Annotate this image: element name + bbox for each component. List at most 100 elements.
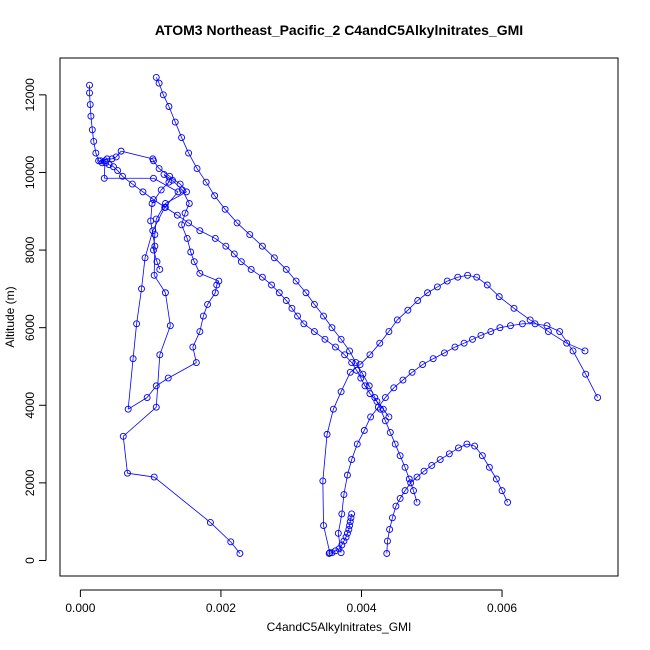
data-point (230, 250, 238, 258)
series-segment (363, 416, 371, 431)
series-segment (271, 284, 280, 294)
data-point (385, 413, 393, 421)
series-segment (349, 364, 361, 373)
data-point (504, 498, 512, 506)
data-point (159, 91, 167, 99)
data-point (343, 529, 351, 537)
data-point (236, 550, 244, 557)
series-segment (402, 371, 413, 381)
series-segment (389, 432, 396, 445)
series-segment (529, 319, 549, 332)
series-segment (314, 304, 324, 317)
data-point (119, 432, 127, 440)
series (319, 271, 589, 557)
data-point (206, 519, 214, 526)
data-point (92, 149, 100, 157)
series-segment (158, 168, 170, 177)
data-point (455, 444, 462, 452)
data-point (199, 312, 207, 320)
data-point (357, 374, 365, 382)
data-point (381, 417, 389, 425)
y-tick-label: 4000 (23, 392, 37, 419)
series-segment (127, 397, 148, 410)
series-segment (241, 261, 252, 270)
series-segment (585, 374, 598, 398)
data-point (221, 205, 229, 213)
data-point (413, 473, 421, 481)
y-axis-label: Altitude (m) (3, 286, 17, 347)
series-segment (274, 257, 287, 270)
data-point (149, 227, 157, 235)
series-segment (404, 467, 410, 480)
data-point (531, 320, 539, 328)
data-point (440, 349, 448, 357)
series-segment (369, 342, 381, 356)
series-segment (439, 453, 450, 460)
series-segment (210, 522, 232, 543)
data-point (117, 147, 125, 155)
data-point (310, 300, 318, 308)
series-segment (379, 331, 390, 344)
series-segment (146, 385, 157, 398)
data-point (128, 180, 136, 188)
data-point (356, 361, 364, 368)
series-segment (162, 94, 170, 107)
data-point (332, 343, 339, 351)
series-segment (417, 292, 428, 301)
series-segment (122, 406, 157, 437)
x-tick-label: 0.006 (487, 601, 517, 615)
data-point (185, 200, 193, 207)
series-segment (399, 490, 406, 499)
series-segment (510, 323, 523, 327)
series-segment (482, 455, 490, 468)
series-segment (490, 327, 501, 332)
series-segment (496, 478, 503, 491)
series-segment (121, 150, 153, 160)
data-point (213, 281, 221, 289)
data-point (485, 463, 493, 471)
series-segment (160, 181, 170, 191)
data-point (383, 550, 391, 557)
series-segment (572, 350, 587, 375)
data-point (150, 157, 157, 165)
data-point (155, 79, 163, 87)
data-point (360, 427, 368, 434)
data-point (556, 328, 564, 336)
data-point (391, 440, 399, 448)
data-point (343, 471, 351, 479)
data-point (337, 388, 345, 396)
series-segment (546, 325, 560, 332)
series-segment (395, 498, 401, 507)
x-tick-label: 0.000 (65, 601, 95, 615)
y-tick-label: 6000 (23, 314, 37, 341)
series-segment (250, 269, 263, 278)
series-segment (202, 304, 208, 317)
series-segment (165, 292, 171, 326)
series-segment (397, 309, 409, 321)
data-point (109, 163, 117, 171)
series-segment (184, 203, 190, 214)
data-point (86, 89, 93, 97)
series-segment (548, 331, 567, 344)
data-point (348, 456, 356, 464)
data-point (193, 165, 201, 173)
data-point (189, 343, 197, 351)
series-segment (322, 434, 328, 481)
data-point (88, 126, 96, 134)
data-point (487, 328, 495, 336)
data-point (187, 248, 195, 256)
data-point (141, 254, 149, 262)
data-point (282, 297, 290, 304)
series-segment (487, 284, 500, 297)
data-point (340, 537, 348, 545)
data-point (157, 186, 165, 194)
data-point (392, 502, 400, 510)
series-segment (153, 160, 160, 169)
data-point (150, 174, 157, 182)
data-point (174, 188, 182, 196)
data-point (190, 258, 198, 266)
series-segment (181, 224, 188, 239)
data-point (384, 537, 391, 545)
series-segment (303, 323, 315, 332)
data-point (270, 254, 278, 262)
